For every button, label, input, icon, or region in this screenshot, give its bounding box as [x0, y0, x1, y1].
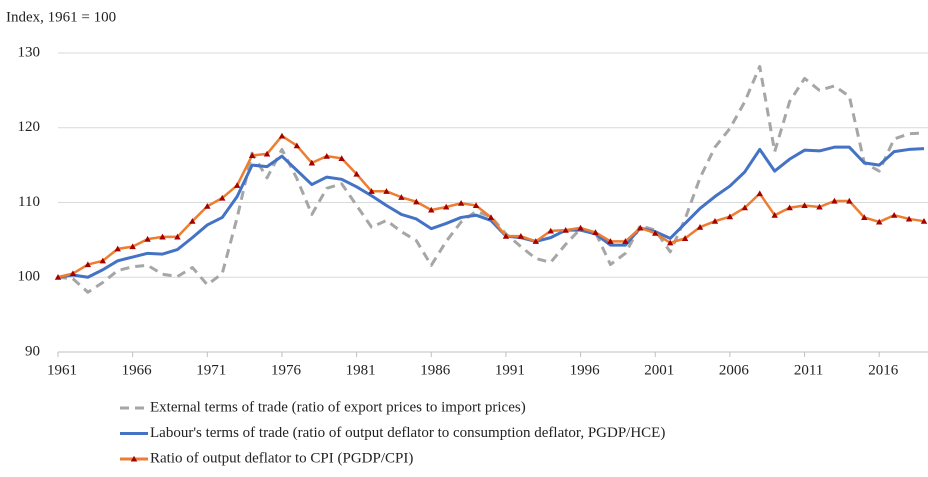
x-tick-label: 2011 — [794, 362, 823, 378]
series-line — [57, 64, 925, 294]
data-point — [666, 239, 674, 246]
x-tick-label: 1981 — [346, 362, 376, 378]
x-tick-label: 1971 — [196, 362, 226, 378]
data-point — [607, 238, 614, 244]
data-point — [696, 223, 704, 230]
data-point — [114, 245, 121, 252]
data-point — [831, 197, 838, 204]
data-point — [622, 238, 629, 244]
data-point — [637, 224, 644, 231]
x-tick-label: 1966 — [122, 362, 153, 378]
y-tick-label: 120 — [18, 119, 41, 135]
data-point — [248, 152, 256, 158]
data-point — [487, 214, 495, 221]
data-point — [413, 198, 420, 205]
x-tick-label: 2001 — [644, 362, 674, 378]
data-point — [233, 182, 241, 188]
data-point — [562, 226, 569, 233]
y-axis-label: Index, 1961 = 100 — [6, 9, 116, 25]
data-point — [756, 190, 763, 197]
legend-label: Labour's terms of trade (ratio of output… — [150, 425, 665, 441]
data-point — [711, 217, 719, 224]
legend-label: Ratio of output deflator to CPI (PGDP/CP… — [150, 450, 413, 466]
x-tick-label: 2016 — [868, 362, 899, 378]
data-point — [263, 150, 271, 157]
x-tick-label: 2006 — [719, 362, 750, 378]
x-tick-label: 1996 — [570, 362, 601, 378]
data-point — [308, 159, 316, 166]
series-line — [57, 145, 925, 279]
data-point — [532, 238, 539, 244]
data-point — [547, 227, 554, 234]
legend-marker — [130, 455, 138, 462]
data-point — [159, 233, 166, 240]
data-point — [219, 194, 226, 201]
x-tick-label: 1986 — [420, 362, 451, 378]
data-point — [502, 232, 510, 239]
data-point — [652, 229, 659, 236]
data-point — [174, 233, 181, 240]
data-point — [876, 218, 883, 225]
data-point — [54, 274, 62, 280]
data-point — [323, 152, 330, 159]
data-point — [99, 257, 106, 264]
data-point — [920, 217, 928, 224]
data-point — [443, 203, 450, 210]
x-tick-label: 1976 — [271, 362, 302, 378]
data-point — [278, 132, 286, 139]
data-point — [771, 212, 778, 218]
y-tick-label: 90 — [25, 343, 40, 359]
data-point — [398, 194, 405, 200]
data-point — [786, 204, 793, 211]
data-point — [189, 217, 196, 224]
y-tick-label: 130 — [18, 44, 41, 60]
data-point — [428, 206, 435, 213]
data-point — [592, 229, 599, 235]
data-point — [353, 170, 360, 177]
data-point — [293, 142, 301, 149]
data-point — [472, 202, 480, 209]
data-point — [846, 197, 853, 204]
y-tick-label: 100 — [18, 269, 41, 285]
data-point — [741, 204, 749, 211]
y-tick-label: 110 — [18, 194, 40, 210]
x-tick-label: 1991 — [495, 362, 525, 378]
data-point — [144, 235, 151, 242]
legend-label: External terms of trade (ratio of export… — [150, 399, 526, 415]
data-point — [861, 214, 868, 221]
data-point — [517, 232, 525, 239]
data-point — [84, 261, 92, 268]
data-point — [577, 224, 584, 231]
data-point — [368, 188, 375, 194]
data-point — [129, 243, 136, 250]
data-point — [816, 203, 823, 210]
data-point — [69, 270, 77, 277]
data-point — [726, 213, 734, 220]
data-point — [681, 235, 689, 241]
data-point — [457, 200, 465, 206]
data-point — [890, 212, 898, 218]
data-point — [338, 155, 345, 161]
data-point — [383, 188, 390, 194]
x-tick-label: 1961 — [47, 362, 77, 378]
data-point — [801, 202, 808, 209]
data-point — [905, 215, 913, 222]
data-point — [204, 203, 211, 209]
